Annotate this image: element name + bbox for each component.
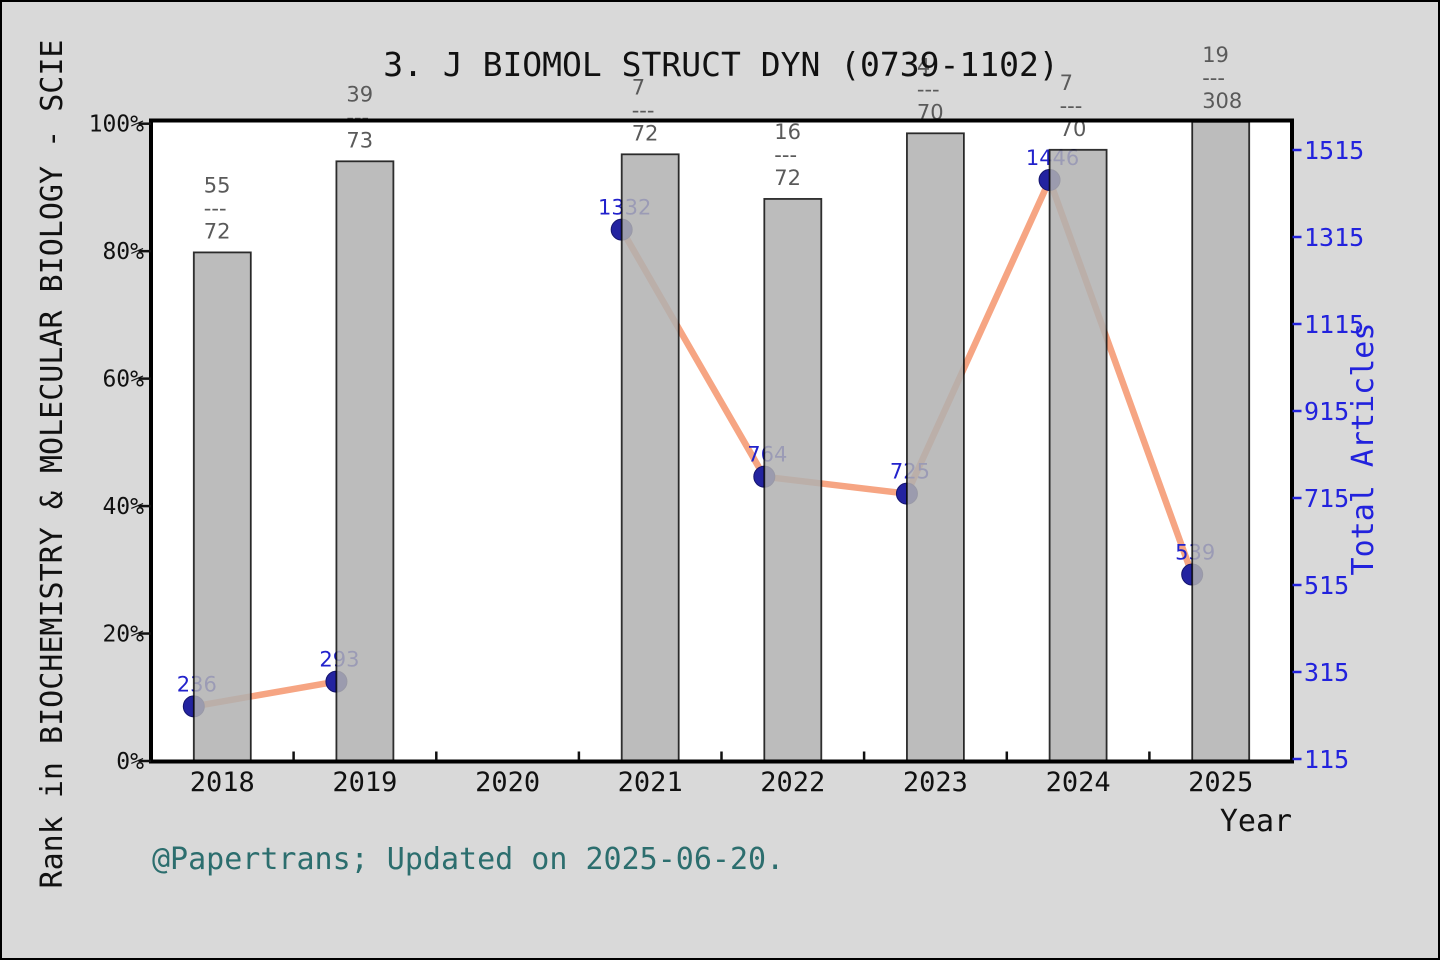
fraction-bar-2025: ---	[1202, 66, 1225, 90]
left-axis-title: Rank in BIOCHEMISTRY & MOLECULAR BIOLOGY…	[35, 40, 70, 889]
right-axis-title: Total Articles	[1346, 323, 1381, 576]
fraction-denominator-2021: 72	[632, 121, 659, 145]
chart-title: 3. J BIOMOL STRUCT DYN (0739-1102)	[383, 45, 1059, 84]
rank-bar-2022	[763, 197, 823, 763]
rank-bar-2024	[1048, 148, 1108, 763]
fraction-denominator-2019: 73	[346, 128, 373, 152]
fraction-bar-2019: ---	[346, 105, 369, 129]
rank-bar-2025	[1191, 120, 1251, 763]
y-right-tick-label: 315	[1304, 658, 1349, 687]
fraction-bar-2023: ---	[917, 77, 940, 101]
x-tick-label-2022: 2022	[760, 767, 825, 798]
x-tick-label-2021: 2021	[618, 767, 683, 798]
rank-bar-2019	[335, 160, 395, 763]
y-right-tick-label: 1515	[1304, 136, 1364, 165]
y-right-tick-label: 915	[1304, 397, 1349, 426]
fraction-numerator-2022: 16	[774, 120, 801, 144]
y-left-tick-label: 20%	[102, 622, 144, 648]
plot-border	[149, 118, 1294, 764]
y-right-tick-label: 715	[1304, 484, 1349, 513]
fraction-numerator-2024: 7	[1060, 71, 1073, 95]
y-left-tick-label: 100%	[89, 112, 145, 138]
fraction-bar-2022: ---	[774, 143, 797, 167]
axis-layer: 0% 20% 40% 60% 80% 100% 115 315 515 715 915 1115 131…	[89, 112, 1365, 798]
y-left-tick-label: 40%	[102, 494, 144, 520]
fraction-numerator-2019: 39	[346, 82, 373, 106]
y-right-tick-label: 115	[1304, 745, 1349, 774]
bars-layer	[192, 120, 1251, 763]
x-tick-label-2023: 2023	[903, 767, 968, 798]
x-tick-label-2019: 2019	[332, 767, 397, 798]
x-tick-label-2024: 2024	[1046, 767, 1111, 798]
fraction-bar-2024: ---	[1060, 94, 1083, 118]
x-tick-label-2025: 2025	[1188, 767, 1253, 798]
y-right-tick-label: 515	[1304, 571, 1349, 600]
fraction-numerator-2025: 19	[1202, 43, 1229, 67]
rank-bar-2023	[906, 132, 965, 763]
x-tick-label-2020: 2020	[475, 767, 540, 798]
fraction-numerator-2018: 55	[204, 173, 231, 197]
x-axis-title: Year	[1220, 804, 1292, 839]
fraction-denominator-2025: 308	[1202, 89, 1242, 113]
fraction-denominator-2022: 72	[774, 166, 801, 190]
y-left-tick-label: 80%	[102, 239, 144, 265]
y-right-tick-label: 1315	[1304, 223, 1364, 252]
fraction-numerator-2021: 7	[632, 75, 645, 99]
fraction-numerator-2023: 4	[917, 54, 930, 78]
fraction-bar-2018: ---	[204, 196, 227, 220]
fraction-denominator-2018: 72	[204, 219, 231, 243]
credit-line: @Papertrans; Updated on 2025-06-20.	[152, 842, 784, 877]
y-right-tick-label: 1115	[1304, 310, 1364, 339]
rank-bar-2021	[620, 153, 680, 763]
y-left-tick-label: 60%	[102, 367, 144, 393]
fraction-bar-2021: ---	[632, 98, 655, 122]
y-left-tick-label: 0%	[116, 749, 144, 775]
x-tick-label-2018: 2018	[190, 767, 255, 798]
rank-bar-2018	[192, 251, 252, 763]
